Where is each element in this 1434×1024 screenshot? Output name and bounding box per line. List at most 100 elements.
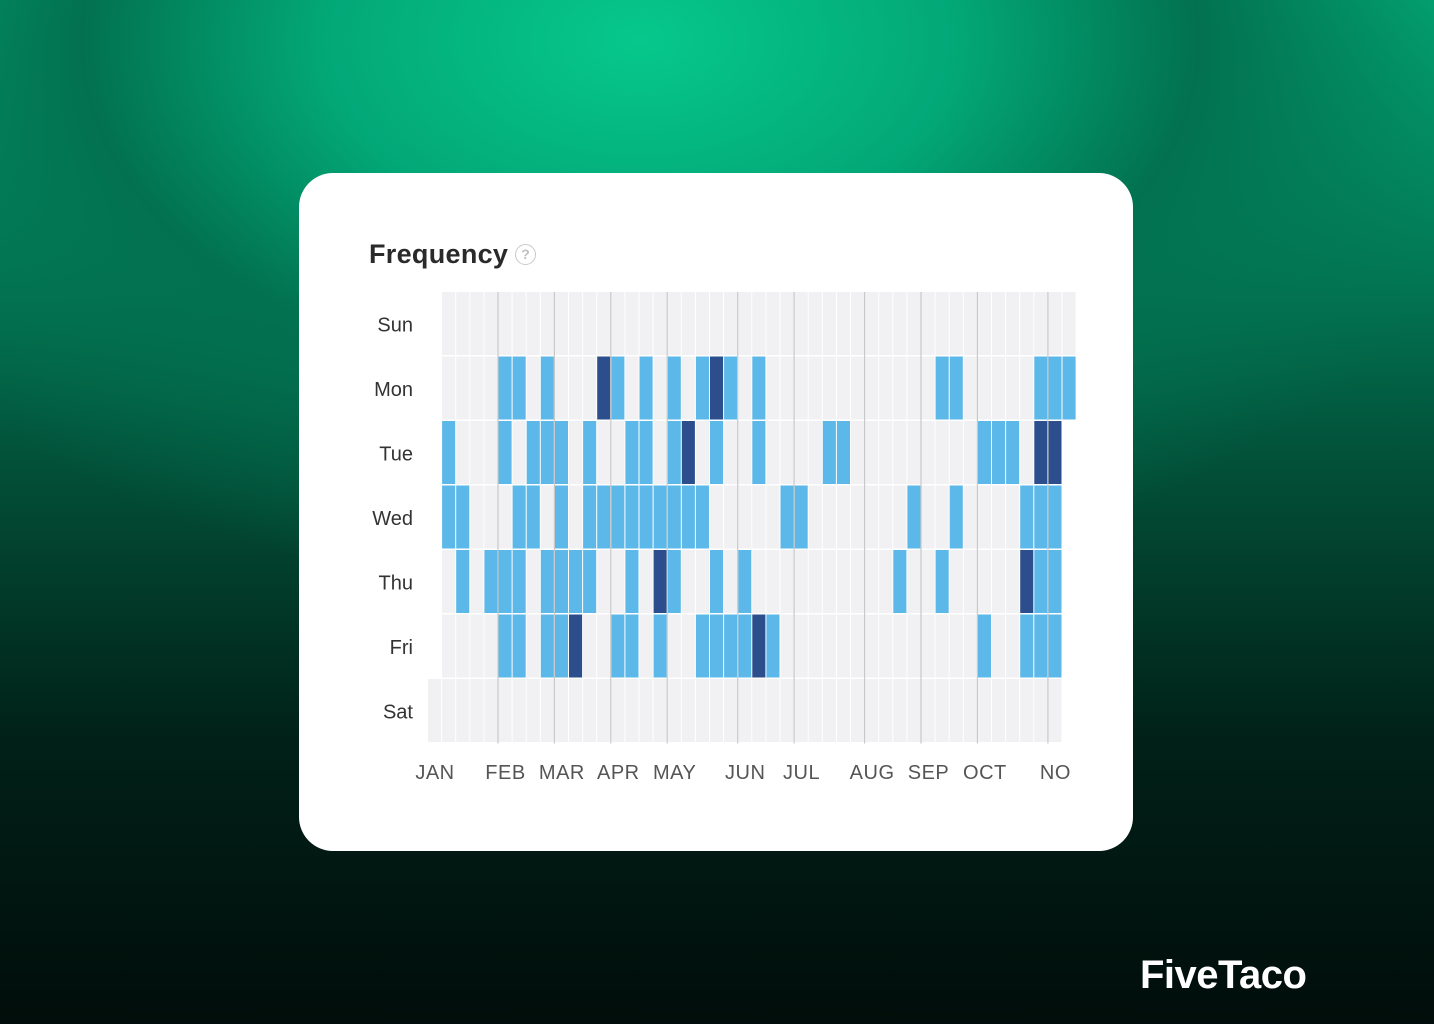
- heatmap-cell[interactable]: [526, 485, 540, 549]
- heatmap-cell[interactable]: [766, 679, 780, 742]
- heatmap-cell[interactable]: [766, 614, 780, 678]
- heatmap-cell[interactable]: [442, 614, 456, 678]
- heatmap-cell[interactable]: [540, 550, 554, 613]
- heatmap-cell[interactable]: [667, 679, 681, 742]
- heatmap-cell[interactable]: [583, 421, 597, 484]
- heatmap-cell[interactable]: [851, 550, 865, 613]
- heatmap-cell[interactable]: [808, 614, 822, 678]
- heatmap-cell[interactable]: [977, 614, 991, 678]
- heatmap-cell[interactable]: [1006, 614, 1020, 678]
- heatmap-cell[interactable]: [1034, 292, 1048, 355]
- heatmap-cell[interactable]: [794, 356, 808, 420]
- heatmap-cell[interactable]: [484, 356, 498, 420]
- heatmap-cell[interactable]: [611, 292, 625, 355]
- heatmap-cell[interactable]: [540, 421, 554, 484]
- heatmap-cell[interactable]: [597, 421, 611, 484]
- heatmap-cell[interactable]: [569, 550, 583, 613]
- heatmap-cell[interactable]: [921, 485, 935, 549]
- heatmap-cell[interactable]: [554, 356, 568, 420]
- heatmap-cell[interactable]: [992, 550, 1006, 613]
- heatmap-cell[interactable]: [963, 356, 977, 420]
- heatmap-cell[interactable]: [822, 421, 836, 484]
- heatmap-cell[interactable]: [554, 614, 568, 678]
- heatmap-cell[interactable]: [1048, 356, 1062, 420]
- heatmap-cell[interactable]: [625, 550, 639, 613]
- heatmap-cell[interactable]: [1034, 356, 1048, 420]
- heatmap-cell[interactable]: [893, 356, 907, 420]
- heatmap-cell[interactable]: [667, 485, 681, 549]
- heatmap-cell[interactable]: [836, 550, 850, 613]
- heatmap-cell[interactable]: [780, 421, 794, 484]
- heatmap-cell[interactable]: [851, 421, 865, 484]
- heatmap-cell[interactable]: [611, 421, 625, 484]
- heatmap-cell[interactable]: [667, 356, 681, 420]
- heatmap-cell[interactable]: [456, 292, 470, 355]
- heatmap-cell[interactable]: [554, 485, 568, 549]
- heatmap-cell[interactable]: [456, 679, 470, 742]
- heatmap-cell[interactable]: [963, 421, 977, 484]
- heatmap-cell[interactable]: [893, 485, 907, 549]
- heatmap-cell[interactable]: [907, 550, 921, 613]
- heatmap-cell[interactable]: [569, 614, 583, 678]
- heatmap-cell[interactable]: [470, 550, 484, 613]
- heatmap-cell[interactable]: [724, 550, 738, 613]
- heatmap-cell[interactable]: [611, 679, 625, 742]
- heatmap-cell[interactable]: [808, 292, 822, 355]
- heatmap-cell[interactable]: [597, 356, 611, 420]
- heatmap-cell[interactable]: [1048, 679, 1062, 742]
- heatmap-cell[interactable]: [949, 421, 963, 484]
- heatmap-cell[interactable]: [681, 356, 695, 420]
- heatmap-cell[interactable]: [766, 421, 780, 484]
- heatmap-cell[interactable]: [907, 485, 921, 549]
- heatmap-cell[interactable]: [963, 485, 977, 549]
- heatmap-cell[interactable]: [907, 421, 921, 484]
- heatmap-cell[interactable]: [935, 614, 949, 678]
- heatmap-cell[interactable]: [498, 614, 512, 678]
- heatmap-cell[interactable]: [625, 356, 639, 420]
- heatmap-cell[interactable]: [710, 421, 724, 484]
- heatmap-cell[interactable]: [1020, 550, 1034, 613]
- heatmap-cell[interactable]: [442, 356, 456, 420]
- heatmap-cell[interactable]: [963, 679, 977, 742]
- heatmap-cell[interactable]: [992, 292, 1006, 355]
- heatmap-cell[interactable]: [1006, 292, 1020, 355]
- heatmap-cell[interactable]: [1048, 292, 1062, 355]
- heatmap-cell[interactable]: [554, 550, 568, 613]
- heatmap-cell[interactable]: [921, 550, 935, 613]
- heatmap-cell[interactable]: [526, 292, 540, 355]
- heatmap-cell[interactable]: [667, 421, 681, 484]
- heatmap-cell[interactable]: [611, 356, 625, 420]
- heatmap-cell[interactable]: [653, 356, 667, 420]
- heatmap-cell[interactable]: [907, 614, 921, 678]
- heatmap-cell[interactable]: [724, 356, 738, 420]
- heatmap-cell[interactable]: [963, 550, 977, 613]
- heatmap-cell[interactable]: [977, 356, 991, 420]
- heatmap-cell[interactable]: [935, 356, 949, 420]
- heatmap-cell[interactable]: [597, 485, 611, 549]
- heatmap-cell[interactable]: [949, 356, 963, 420]
- heatmap-cell[interactable]: [865, 550, 879, 613]
- heatmap-cell[interactable]: [639, 421, 653, 484]
- heatmap-cell[interactable]: [1006, 679, 1020, 742]
- heatmap-cell[interactable]: [752, 614, 766, 678]
- heatmap-cell[interactable]: [639, 614, 653, 678]
- heatmap-cell[interactable]: [653, 485, 667, 549]
- heatmap-cell[interactable]: [1020, 614, 1034, 678]
- heatmap-cell[interactable]: [1020, 356, 1034, 420]
- heatmap-cell[interactable]: [583, 356, 597, 420]
- heatmap-cell[interactable]: [583, 292, 597, 355]
- heatmap-cell[interactable]: [1034, 485, 1048, 549]
- heatmap-cell[interactable]: [470, 679, 484, 742]
- heatmap-cell[interactable]: [992, 356, 1006, 420]
- heatmap-cell[interactable]: [1048, 421, 1062, 484]
- heatmap-cell[interactable]: [921, 292, 935, 355]
- heatmap-cell[interactable]: [921, 614, 935, 678]
- heatmap-cell[interactable]: [921, 421, 935, 484]
- heatmap-cell[interactable]: [569, 292, 583, 355]
- heatmap-cell[interactable]: [456, 614, 470, 678]
- heatmap-cell[interactable]: [456, 356, 470, 420]
- heatmap-cell[interactable]: [808, 421, 822, 484]
- heatmap-cell[interactable]: [625, 292, 639, 355]
- heatmap-cell[interactable]: [893, 292, 907, 355]
- heatmap-cell[interactable]: [724, 614, 738, 678]
